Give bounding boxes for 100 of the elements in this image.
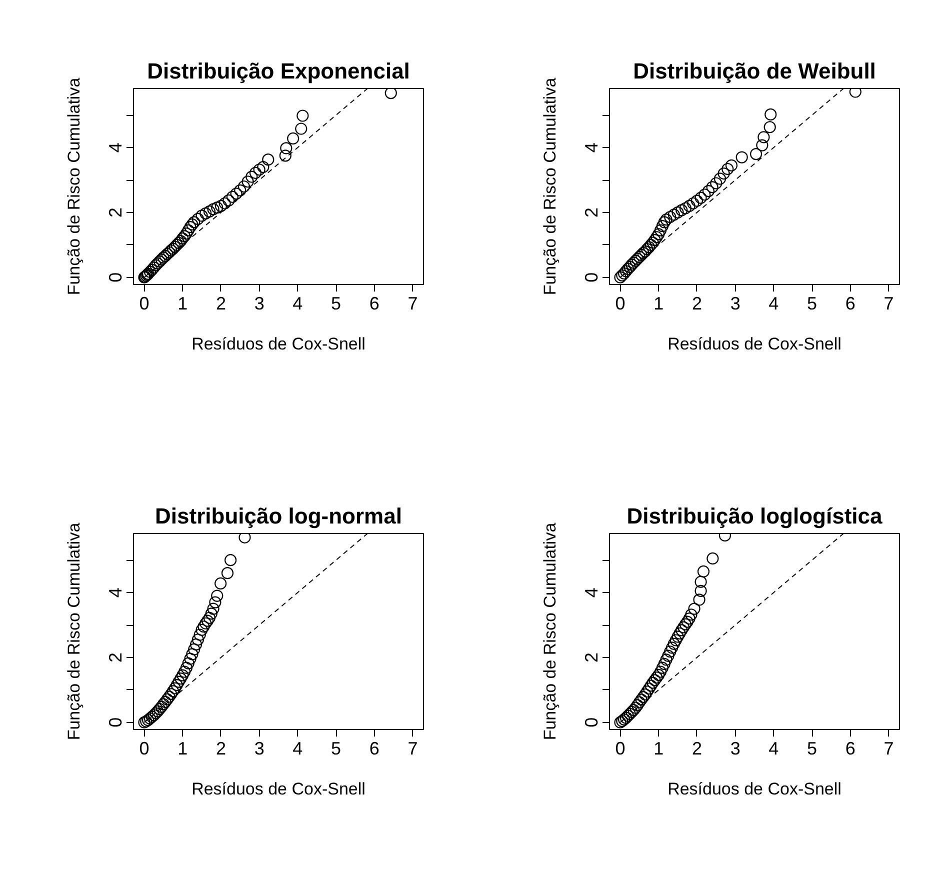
point	[222, 194, 235, 206]
point	[664, 646, 676, 658]
x-tick-label: 3	[730, 738, 740, 758]
point	[230, 188, 242, 200]
point	[722, 162, 734, 176]
x-tick-label: 6	[845, 738, 856, 758]
y-tick-label: 2	[582, 652, 602, 662]
x-tick-label: 1	[654, 738, 664, 758]
point	[188, 216, 200, 228]
point	[190, 638, 202, 651]
x-tick-label: 7	[408, 294, 418, 314]
point	[702, 185, 715, 198]
point	[234, 184, 246, 196]
point	[194, 628, 206, 641]
point	[198, 620, 210, 633]
point	[672, 206, 684, 218]
point	[182, 224, 194, 236]
point	[630, 702, 642, 714]
point	[203, 612, 216, 624]
point	[652, 228, 665, 240]
point	[226, 190, 239, 203]
point	[200, 207, 212, 220]
point	[155, 700, 168, 713]
point	[646, 676, 659, 689]
x-tick-label: 2	[692, 738, 702, 758]
x-tick-label: 7	[408, 738, 418, 758]
point	[660, 654, 672, 666]
point	[214, 200, 228, 212]
x-tick-label: 5	[331, 294, 342, 314]
point	[176, 669, 189, 682]
point	[650, 231, 663, 244]
point	[224, 554, 237, 566]
x-tick-label: 0	[615, 738, 626, 758]
point	[637, 691, 650, 704]
point	[205, 608, 218, 620]
point	[238, 180, 250, 193]
x-tick-label: 4	[292, 294, 303, 314]
point	[694, 576, 707, 588]
point	[679, 618, 692, 630]
point	[750, 148, 762, 160]
x-tick-label: 2	[216, 738, 226, 758]
point	[697, 565, 710, 578]
point	[192, 634, 204, 646]
point	[706, 181, 718, 194]
point	[670, 634, 682, 646]
point	[681, 616, 694, 628]
point	[631, 699, 644, 712]
point	[658, 658, 670, 670]
point	[203, 205, 216, 218]
point	[165, 688, 178, 700]
point	[639, 688, 652, 700]
point	[706, 552, 719, 565]
x-axis-title: Resíduos de Cox-Snell	[668, 780, 842, 798]
point	[710, 177, 722, 190]
point	[718, 167, 730, 180]
point	[296, 110, 309, 122]
point	[170, 679, 183, 692]
point	[163, 690, 176, 703]
point	[186, 218, 198, 231]
point	[674, 627, 686, 640]
x-axis-title: Resíduos de Cox-Snell	[192, 780, 366, 798]
x-tick-label: 2	[692, 294, 702, 314]
point	[214, 577, 227, 590]
point	[620, 265, 632, 278]
x-tick-label: 5	[331, 738, 342, 758]
y-axis-title: Função de Risco Cumulativa	[64, 522, 84, 740]
x-tick-label: 1	[178, 294, 188, 314]
point	[677, 621, 690, 634]
point	[201, 614, 214, 627]
point	[756, 139, 768, 152]
point	[159, 696, 172, 708]
point	[764, 121, 776, 134]
point	[186, 648, 198, 660]
point	[192, 212, 204, 225]
point	[207, 203, 220, 216]
point	[161, 693, 174, 706]
point	[184, 652, 196, 665]
x-tick-label: 0	[139, 294, 150, 314]
y-tick-label: 2	[106, 207, 126, 218]
point	[652, 668, 665, 682]
point	[253, 164, 266, 176]
point	[635, 694, 648, 706]
x-tick-label: 4	[292, 738, 303, 758]
point	[196, 210, 208, 222]
point	[660, 214, 672, 226]
y-tick-label: 2	[106, 652, 126, 662]
point	[644, 680, 657, 692]
y-tick-label: 0	[106, 272, 126, 282]
point	[648, 674, 661, 686]
point	[209, 596, 222, 608]
point	[249, 166, 262, 179]
point	[714, 172, 726, 185]
point	[246, 170, 258, 183]
point	[168, 682, 181, 694]
point	[658, 216, 670, 228]
point	[679, 202, 692, 214]
x-tick-label: 6	[845, 294, 856, 314]
y-tick-label: 4	[106, 588, 126, 598]
point	[654, 666, 667, 678]
point	[188, 643, 200, 656]
